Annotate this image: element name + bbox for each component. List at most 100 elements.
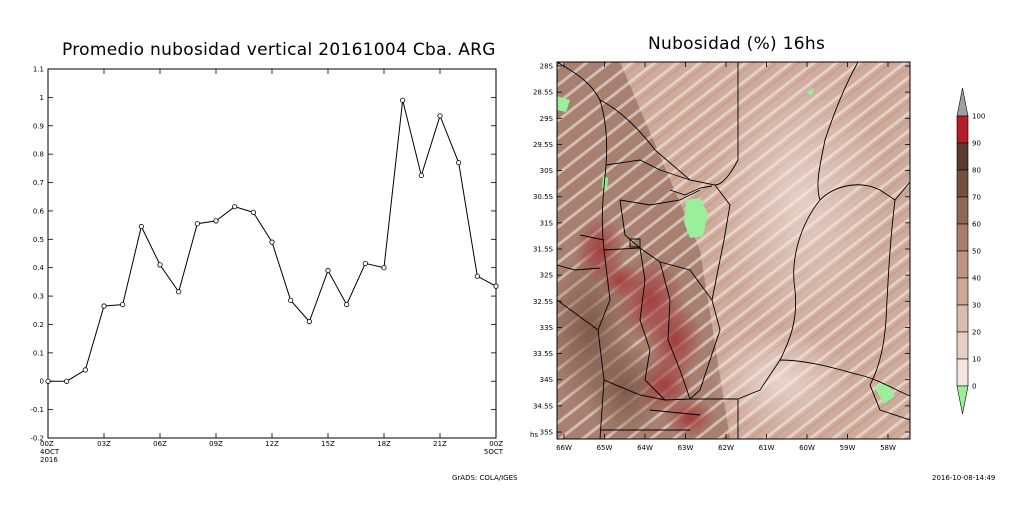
line-chart-y-axis: -0.2 -0.1 0 0.1 0.2 0.3 0.4 0.5 0.6 0.7 0.8 0.9 1 1.1: [30, 66, 496, 443]
line-chart-point: [176, 289, 182, 295]
line-chart-point: [64, 378, 70, 384]
map-lat-label: 30.5S: [533, 193, 554, 201]
colorbar-label: 0: [972, 383, 976, 391]
map-lon-label: 60W: [799, 444, 815, 452]
line-chart-point: [269, 239, 275, 245]
line-chart-x-tick-label: 15Z: [321, 440, 335, 448]
line-chart-y-tick-label: 0.2: [33, 321, 44, 329]
line-chart-y-tick-label: 0.3: [33, 293, 44, 301]
map-lon-label: 62W: [718, 444, 734, 452]
line-chart-point: [157, 262, 163, 268]
line-chart-title: Promedio nubosidad vertical 20161004 Cba…: [62, 40, 496, 60]
line-chart-point: [213, 218, 219, 224]
line-chart-point: [194, 221, 200, 227]
map-lon-label: 58W: [880, 444, 896, 452]
map-lon-label: 64W: [637, 444, 653, 452]
map-lat-label: 32S: [540, 272, 554, 280]
line-chart-x-tick-label: 03Z: [97, 440, 111, 448]
map-lat-label: 28S: [540, 63, 554, 71]
line-chart-x-tick-label: 09Z: [209, 440, 223, 448]
colorbar-label: 30: [972, 302, 981, 310]
map-frame: [556, 61, 911, 440]
map-title: Nubosidad (%) 16hs: [648, 34, 826, 54]
line-chart-point: [288, 297, 294, 303]
grads-credit: GrADS: COLA/IGES: [452, 474, 518, 482]
colorbar-box: [956, 304, 969, 333]
line-chart-point: [120, 301, 126, 308]
line-chart-point: [400, 97, 406, 103]
colorbar-box: [956, 277, 969, 306]
line-chart-y-tick-label: 0.7: [33, 179, 44, 187]
line-chart-point: [45, 378, 51, 384]
colorbar-labels: 0 10 20 30 40 50 60 70 80 90 100: [972, 113, 985, 391]
line-chart-x-tick-label: 21Z: [433, 440, 447, 448]
line-chart-y-tick-label: 0.4: [33, 264, 45, 272]
map-lon-label: 59W: [840, 444, 856, 452]
line-chart-point: [306, 319, 312, 325]
line-chart-point: [325, 267, 331, 274]
line-chart-y-tick-label: 1.1: [33, 66, 44, 74]
map-lat-label: 31.5S: [533, 246, 554, 254]
map-lon-label: 66W: [556, 444, 572, 452]
colorbar-label: 10: [972, 356, 981, 364]
line-chart-x-tick-label: 06Z: [153, 440, 167, 448]
colorbar-label: 90: [972, 140, 981, 148]
map-latitude-axis: 28S 28.5S 29S 29.5S 30S 30.5S 31S 31.5S 32S 32.5S…: [533, 63, 910, 437]
line-chart-point: [344, 301, 350, 308]
colorbar-label: 50: [972, 248, 981, 256]
line-chart-point: [418, 172, 424, 179]
colorbar-box: [956, 358, 969, 387]
line-chart-point: [437, 113, 443, 119]
line-chart-point: [362, 260, 368, 267]
map-lat-label: 34S: [540, 376, 554, 384]
map-corner-label: hs: [530, 431, 538, 439]
map-lat-label: 32.5S: [533, 298, 554, 306]
line-chart-x-tick-sublabel: 4OCT: [40, 448, 60, 456]
map-lat-label: 31S: [540, 219, 554, 227]
colorbar-label: 40: [972, 275, 981, 283]
map-lat-label: 33S: [540, 324, 554, 332]
line-chart-y-tick-label: 0.6: [33, 207, 45, 215]
line-chart-point: [138, 223, 144, 230]
map-lat-label: 29.5S: [533, 141, 554, 149]
line-chart-point: [232, 204, 238, 210]
colorbar-label: 20: [972, 329, 981, 337]
colorbar-box: [956, 169, 969, 198]
map-lon-label: 63W: [678, 444, 694, 452]
map-lon-label: 65W: [597, 444, 613, 452]
map-lat-label: 29S: [540, 115, 554, 123]
line-chart-y-tick-label: 0.9: [33, 122, 44, 130]
colorbar-label: 100: [972, 113, 985, 121]
timestamp: 2016-10-08-14:49: [932, 474, 996, 482]
line-chart-y-tick-label: 0.1: [33, 349, 44, 357]
colorbar-label: 80: [972, 167, 981, 175]
political-boundaries: [557, 62, 910, 439]
line-chart-series: [45, 97, 499, 384]
colorbar-box: [956, 142, 969, 171]
colorbar-box: [956, 331, 969, 360]
line-chart-point: [250, 209, 256, 215]
line-chart-point: [493, 283, 499, 289]
colorbar-boxes: [956, 87, 969, 415]
map-lat-label: 33.5S: [533, 350, 554, 358]
map-lat-label: 28.5S: [533, 89, 554, 97]
line-chart-y-tick-label: -0.1: [30, 406, 44, 414]
colorbar-box: [956, 196, 969, 225]
colorbar-over-triangle: [956, 87, 969, 117]
line-chart-point: [456, 160, 462, 166]
line-chart-point: [474, 273, 480, 279]
cloud-cover-field: [557, 62, 910, 439]
map-longitude-axis: 66W 65W 64W 63W 62W 61W 60W 59W 58W: [556, 62, 896, 452]
colorbar-label: 60: [972, 221, 981, 229]
line-chart-y-tick-label: 0.5: [33, 236, 44, 244]
colorbar-label: 70: [972, 194, 981, 202]
map-lat-label: 30S: [540, 167, 554, 175]
line-chart-y-tick-label: 0.8: [33, 151, 44, 159]
line-chart-x-tick-sublabel: 5OCT: [484, 448, 504, 456]
line-chart-x-tick-sublabel: 2016: [40, 456, 58, 464]
line-chart-point: [101, 303, 107, 309]
map-lat-label: 35S: [540, 429, 554, 437]
